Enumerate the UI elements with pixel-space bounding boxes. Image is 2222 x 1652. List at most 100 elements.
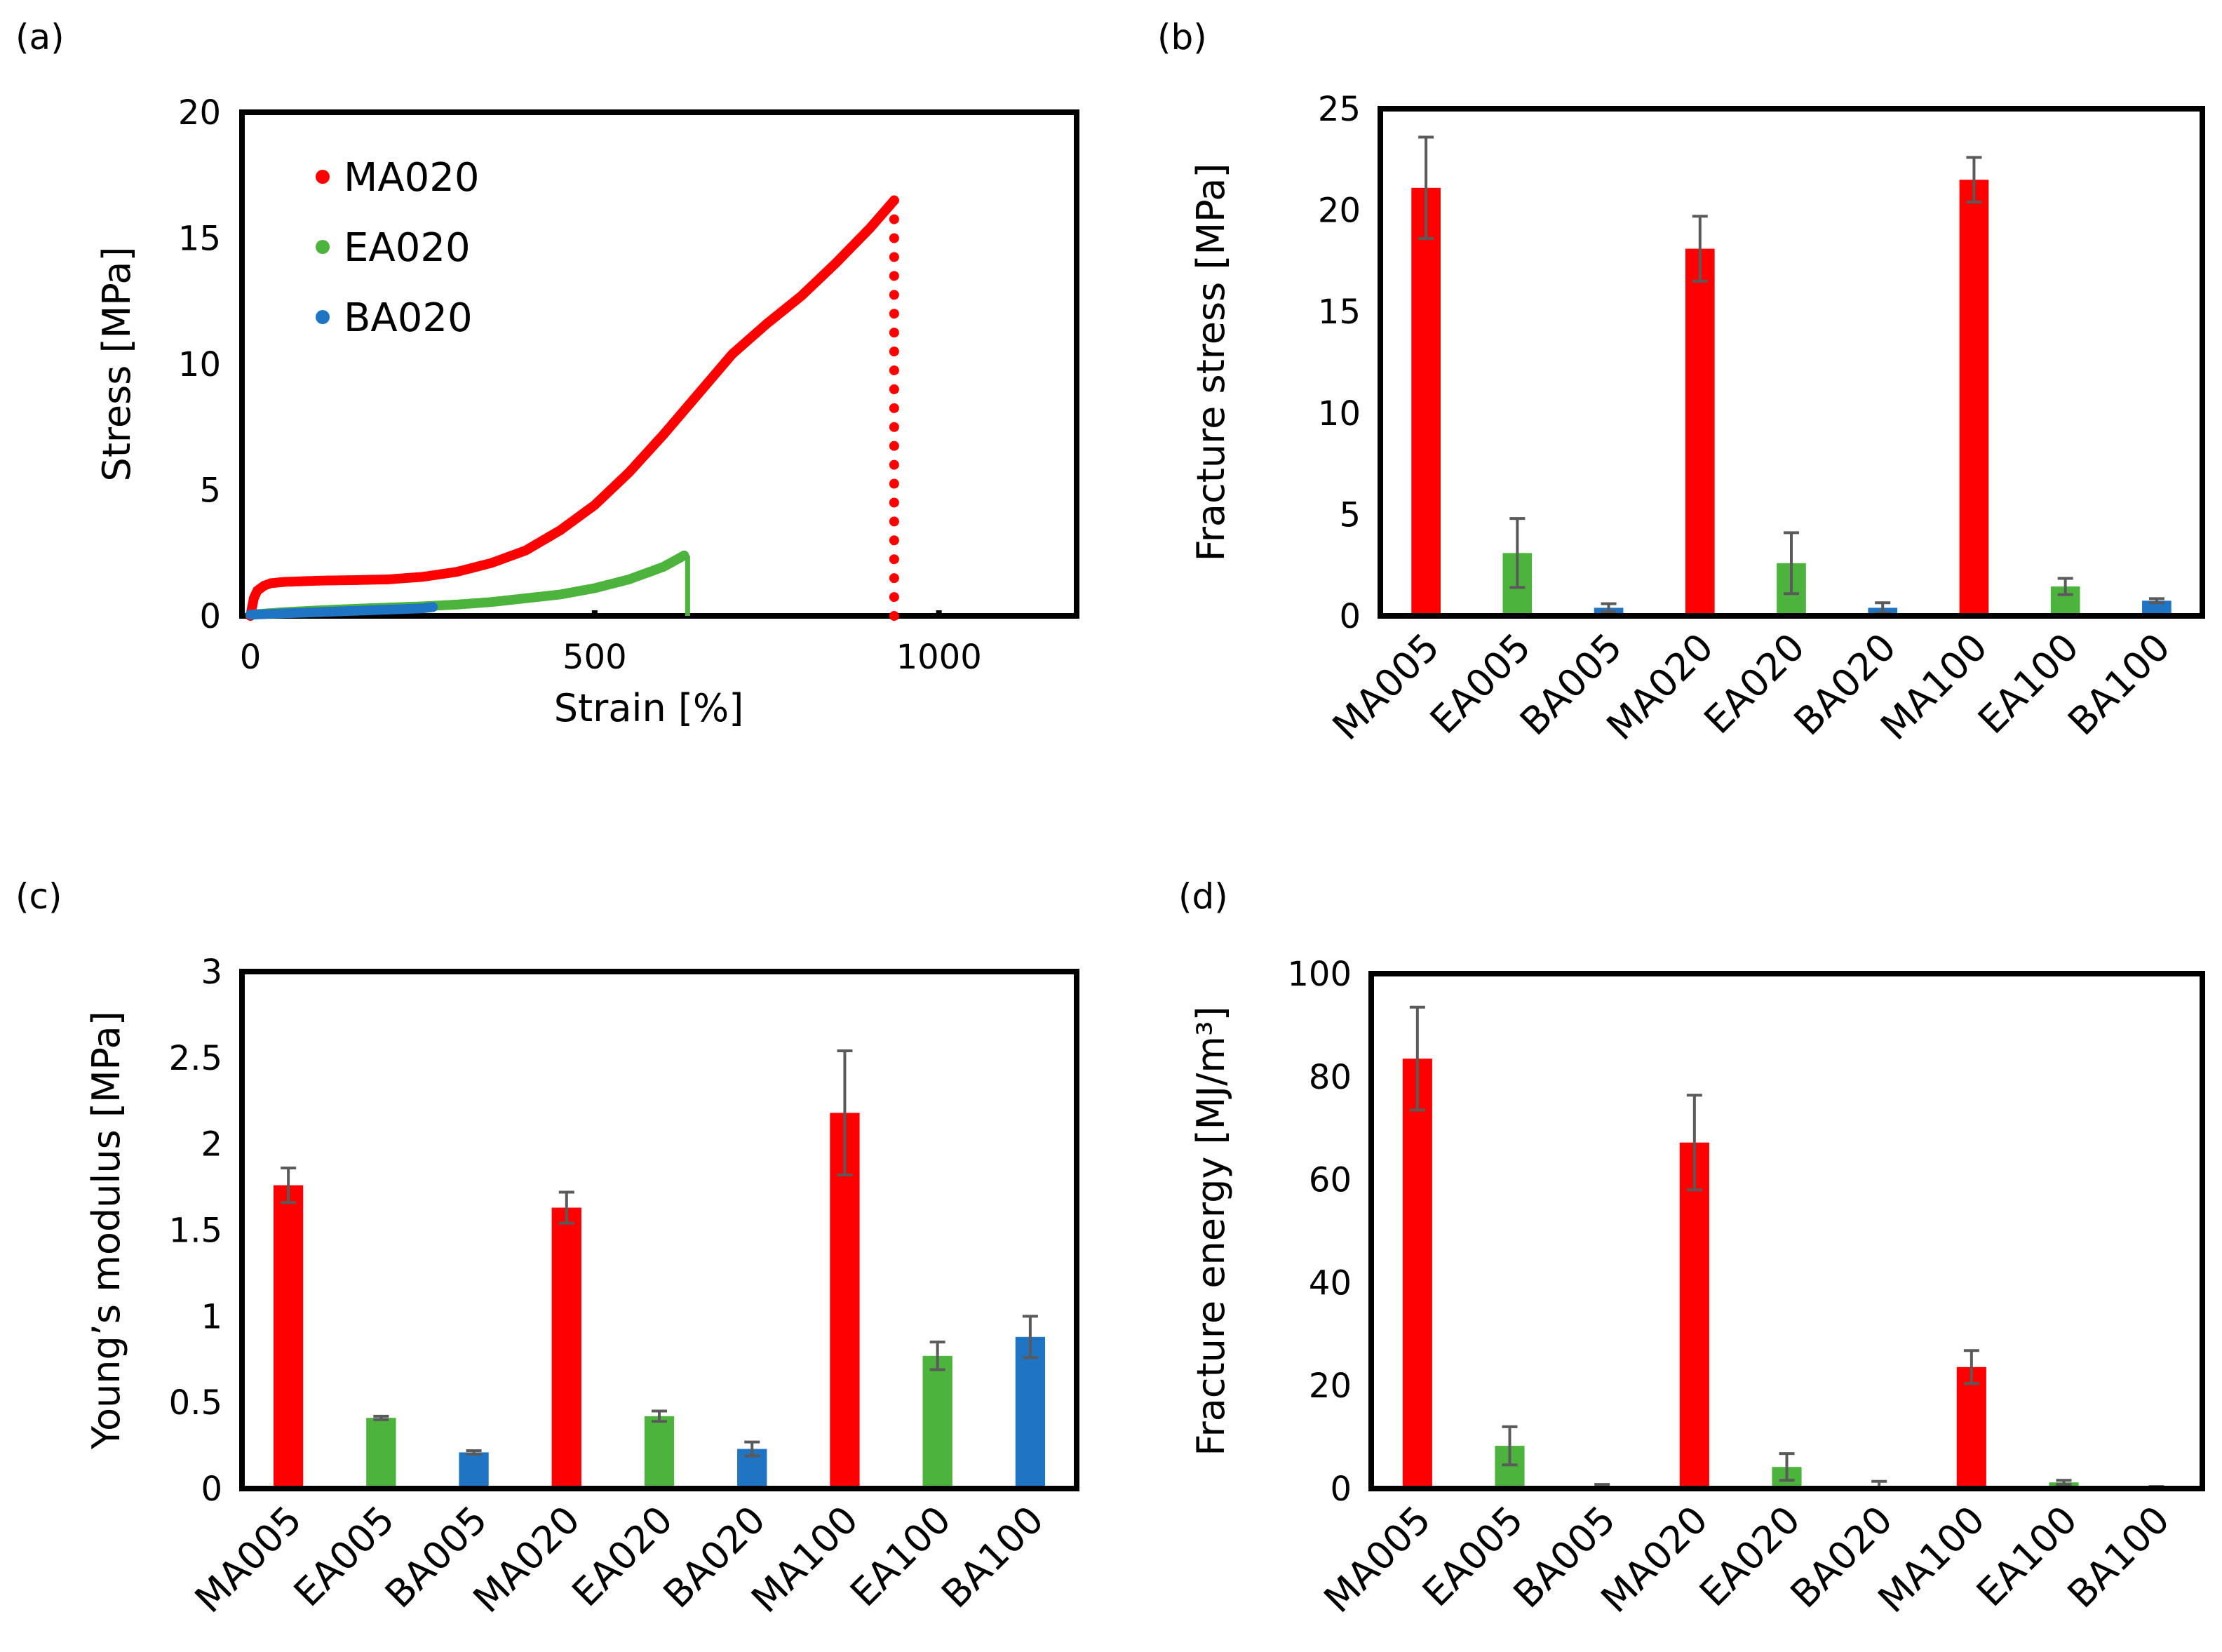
break-dot [889,516,899,527]
x-tick-label: 0 [240,638,262,677]
x-tick-label: EA020 [564,1498,682,1616]
y-tick-label: 0.5 [169,1383,222,1423]
y-tick-label: 0 [199,597,221,636]
x-tick-label: MA020 [464,1498,588,1622]
y-axis-label: Fracture energy [MJ/m³] [1189,1006,1233,1456]
y-tick-label: 20 [1309,1366,1352,1406]
y-tick-label: 10 [178,345,221,384]
x-tick-label: EA100 [1969,625,2087,743]
error-bar-EA005 [373,1414,389,1421]
y-axis-label: Stress [MPa] [95,246,139,481]
y-tick-label: 40 [1309,1263,1352,1303]
y-tick-label: 2.5 [169,1039,222,1078]
error-bar-EA100 [2057,577,2073,596]
break-dot [889,365,899,375]
error-bar-BA005 [466,1449,482,1456]
x-tick-label: EA005 [1422,625,1540,743]
break-dot [889,422,899,432]
legend-marker [316,240,330,254]
break-dot [889,403,899,413]
error-bar-BA100 [1022,1315,1038,1359]
panel-label: (b) [1157,17,1207,58]
x-tick-label: EA020 [1696,625,1814,743]
bar-MA020 [551,1207,581,1489]
x-tick-label: EA100 [842,1498,959,1616]
panel-a: (a) 0 5 10 15 20 0 500 1000 Strain [%] Stress [MPa… [15,17,1079,730]
error-bar-BA005 [1601,602,1617,614]
bar-EA020 [644,1416,675,1489]
break-dot [889,535,899,546]
x-tick-label: EA005 [285,1498,403,1616]
error-bar-EA020 [652,1409,667,1423]
y-tick-label: 80 [1309,1058,1352,1097]
error-bar-EA020 [1784,531,1799,596]
y-tick-label: 20 [178,93,221,133]
break-dot [889,309,899,319]
error-bar-EA100 [2056,1479,2072,1486]
break-dot [889,214,899,224]
error-bar-BA020 [1875,601,1891,615]
bar-BA100 [2142,600,2172,616]
legend-marker [316,170,330,184]
y-tick-label: 100 [1287,955,1352,994]
y-axis-label: Young’s modulus [MPa] [84,1011,128,1450]
y-tick-label: 10 [1318,394,1361,434]
bar-EA005 [366,1418,396,1489]
x-tick-label: EA020 [1691,1498,1809,1616]
panel-c: (c) 0 0.5 1 1.5 2 2.5 3 Young’s modulus [MPa] MA0… [15,876,1079,1622]
break-dot [889,478,899,489]
legend-marker [316,310,330,324]
x-tick-label: MA005 [1316,1498,1440,1622]
error-bar-MA100 [1963,1349,1979,1385]
plot-frame [1378,106,2205,619]
x-axis-label: Strain [%] [554,686,744,730]
error-bar-MA005 [1418,135,1434,241]
y-tick-label: 15 [178,220,221,259]
error-bar-MA005 [281,1167,297,1204]
bar-MA100 [1959,180,1989,617]
break-dot [889,384,899,394]
error-bar-MA100 [837,1049,853,1176]
break-dot [889,441,899,451]
break-dot [889,252,899,262]
break-dot [889,195,899,206]
x-tick-label: BA100 [2059,625,2179,744]
y-axis-label: Fracture stress [MPa] [1189,163,1233,562]
break-dot [889,573,899,584]
y-tick-label: 3 [201,953,222,992]
bar-EA100 [922,1355,952,1489]
x-tick-label: MA100 [743,1498,867,1622]
error-bar-EA005 [1502,1425,1518,1467]
break-line-MA020 [889,195,899,621]
x-tick-label: EA100 [1968,1498,2086,1616]
error-bar-MA020 [558,1190,574,1225]
y-tick-label: 2 [201,1125,222,1164]
bar-MA020 [1685,248,1715,617]
x-tick-label: MA005 [187,1498,311,1622]
y-tick-label: 1 [201,1297,222,1336]
panel-label: (d) [1178,876,1228,917]
bar-MA100 [1956,1366,1986,1489]
series-BA020 [245,602,438,620]
legend-label: BA020 [344,295,473,341]
x-tick-label: EA005 [1414,1498,1532,1616]
x-tick-label: BA100 [2059,1498,2179,1617]
legend-label: MA020 [344,155,480,201]
y-tick-label: 5 [1339,495,1361,535]
y-tick-label: 15 [1318,293,1361,332]
break-dot [889,290,899,300]
data-point [428,602,438,612]
error-bar-EA005 [1509,517,1526,589]
break-dot [889,497,899,508]
bar-BA005 [459,1452,489,1489]
bar-MA005 [1402,1059,1432,1489]
error-bar-EA020 [1779,1452,1795,1482]
plot-frame [239,109,1079,619]
break-dot [889,592,899,603]
bar-MA005 [273,1185,304,1489]
error-bar-BA020 [744,1440,760,1458]
x-tick-label: MA005 [1324,625,1448,749]
y-tick-label: 25 [1318,90,1361,129]
